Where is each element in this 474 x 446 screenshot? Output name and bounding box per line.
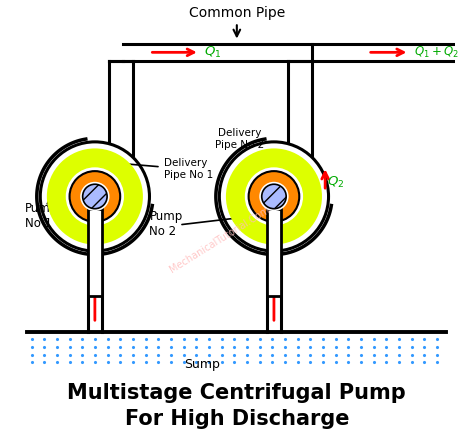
Circle shape [262,184,286,209]
Text: Pump
No 2: Pump No 2 [149,210,182,238]
Circle shape [40,142,149,251]
Text: MechanicalTutorial.Com: MechanicalTutorial.Com [167,205,271,275]
Circle shape [226,149,322,244]
Text: $Q_1$: $Q_1$ [204,45,221,60]
Text: $Q_1$: $Q_1$ [72,175,89,190]
Text: $Q_1+Q_2$: $Q_1+Q_2$ [414,45,459,60]
Text: Sump: Sump [184,358,220,371]
Text: Delivery
Pipe No 1: Delivery Pipe No 1 [115,158,213,180]
Circle shape [219,142,328,251]
Text: Pump
No 1: Pump No 1 [25,202,58,230]
Circle shape [47,149,143,244]
Circle shape [245,167,303,226]
Circle shape [80,182,109,211]
Circle shape [259,182,289,211]
Text: For High Discharge: For High Discharge [125,409,349,429]
Circle shape [70,171,120,222]
Circle shape [249,171,299,222]
Circle shape [66,167,124,226]
Text: Multistage Centrifugal Pump: Multistage Centrifugal Pump [67,383,406,403]
Bar [88,209,102,296]
Circle shape [82,184,107,209]
Text: $Q_2$: $Q_2$ [328,175,345,190]
Text: Common Pipe: Common Pipe [189,6,285,36]
Text: Delivery
Pipe No 2: Delivery Pipe No 2 [215,128,285,157]
Bar [267,209,281,296]
